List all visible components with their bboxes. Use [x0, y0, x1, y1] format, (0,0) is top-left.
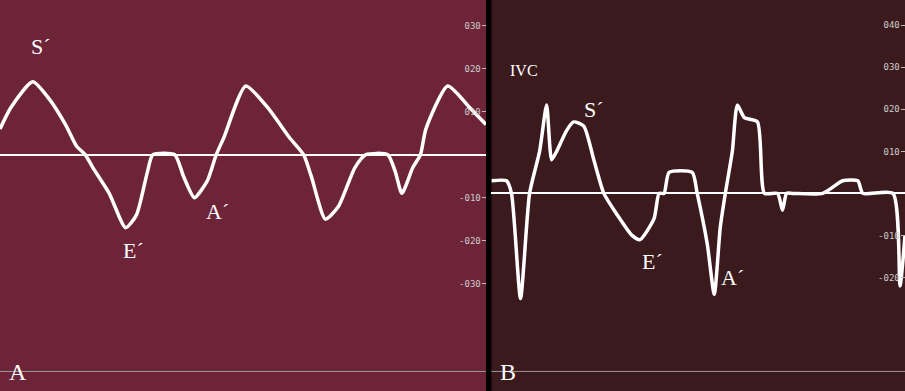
svg-text:S´: S´ [31, 34, 51, 59]
svg-text:-020: -020 [878, 273, 900, 283]
svg-text:010: 010 [884, 147, 900, 157]
svg-text:020: 020 [884, 104, 900, 114]
svg-text:IVC: IVC [510, 62, 538, 79]
svg-text:A´: A´ [206, 199, 229, 224]
svg-text:030: 030 [465, 21, 481, 31]
svg-text:020: 020 [465, 64, 481, 74]
svg-text:A: A [9, 359, 27, 385]
svg-text:-030: -030 [459, 279, 481, 289]
svg-text:A´: A´ [721, 265, 744, 290]
svg-text:040: 040 [884, 20, 900, 30]
svg-text:010: 010 [465, 107, 481, 117]
svg-text:B: B [500, 359, 516, 385]
svg-text:E´: E´ [123, 238, 144, 263]
svg-text:-010: -010 [459, 193, 481, 203]
svg-text:-020: -020 [459, 236, 481, 246]
svg-text:-010: -010 [878, 231, 900, 241]
svg-text:S´: S´ [584, 97, 604, 122]
svg-text:030: 030 [884, 62, 900, 72]
svg-text:E´: E´ [642, 249, 663, 274]
